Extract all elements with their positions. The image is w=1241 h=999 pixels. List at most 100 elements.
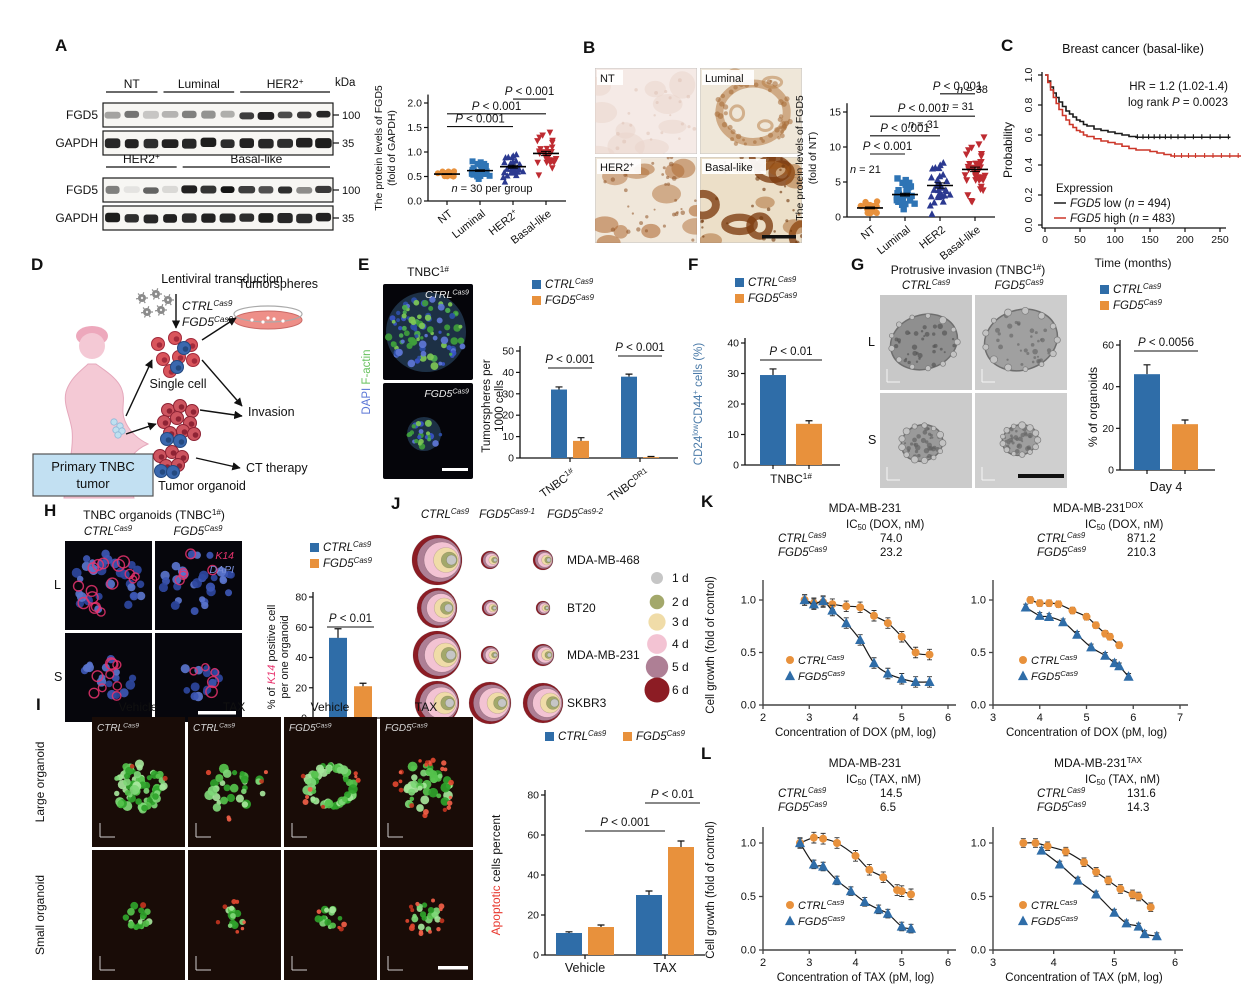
svg-text:6.5: 6.5 [880,802,896,814]
svg-text:Vehicle: Vehicle [565,961,605,975]
svg-text:CTRLCas9: CTRLCas9 [182,299,233,313]
svg-text:0.5: 0.5 [971,647,986,659]
svg-text:0.6: 0.6 [1023,128,1035,143]
panel-c-label: C [1001,36,1014,55]
svg-text:HR = 1.2 (1.02-1.4): HR = 1.2 (1.02-1.4) [1129,81,1228,93]
svg-text:HER2+: HER2+ [267,77,304,91]
svg-text:MDA-MB-468: MDA-MB-468 [567,553,640,567]
svg-text:Apoptotic cells percent: Apoptotic cells percent [489,814,503,935]
panel-i-organoid-images: Vehicle TAX Vehicle TAX CTRLCas9 CTRLCas9 FGD5… [33,700,473,980]
svg-text:P < 0.01: P < 0.01 [329,613,372,625]
svg-text:3: 3 [990,712,996,724]
svg-text:CTRLCas9: CTRLCas9 [778,786,827,800]
svg-text:5: 5 [835,177,841,189]
svg-text:Luminal: Luminal [178,77,220,91]
svg-text:CTRLCas9: CTRLCas9 [84,524,133,538]
svg-text:P < 0.001: P < 0.001 [863,141,913,153]
svg-text:2.0: 2.0 [407,98,422,110]
svg-text:0: 0 [835,212,841,224]
svg-text:n = 31: n = 31 [908,119,939,131]
svg-text:S: S [868,433,876,447]
svg-text:CTRLCas9: CTRLCas9 [778,531,827,545]
svg-text:TNBC1#: TNBC1# [407,265,449,279]
svg-text:IC50 (TAX, nM): IC50 (TAX, nM) [846,774,921,787]
svg-text:20: 20 [527,910,539,922]
svg-text:20: 20 [502,410,514,422]
svg-text:60: 60 [1102,340,1114,352]
panel-l-dose-chart-parental: MDA-MB-231 IC50 (TAX, nM) CTRLCas9 14.5 FGD5… [705,756,956,984]
svg-text:0.5: 0.5 [407,171,422,183]
svg-text:FGD5Cas9: FGD5Cas9 [778,800,828,814]
svg-text:Day 4: Day 4 [1150,480,1183,494]
svg-text:NT: NT [124,77,141,91]
svg-text:BT20: BT20 [567,601,596,615]
panel-j-label: J [391,494,401,513]
svg-text:FGD5Cas9: FGD5Cas9 [385,723,428,735]
svg-text:131.6: 131.6 [1127,788,1156,800]
svg-text:(fold of NT): (fold of NT) [807,132,819,185]
svg-text:0: 0 [508,453,514,465]
svg-text:Tumor organoid: Tumor organoid [158,479,246,493]
svg-text:0.0: 0.0 [741,945,756,957]
svg-text:14.3: 14.3 [1127,802,1149,814]
svg-text:10: 10 [502,431,514,443]
svg-text:Primary TNBC: Primary TNBC [51,459,135,474]
svg-text:40: 40 [502,367,514,379]
svg-text:per one organoid: per one organoid [279,615,291,698]
svg-text:S: S [54,670,62,684]
svg-text:CTRLCas9: CTRLCas9 [421,507,470,521]
panel-c-survival-chart: Breast cancer (basal-like) HR = 1.2 (1.02… [1001,42,1241,270]
svg-text:Cell growth (fold of control): Cell growth (fold of control) [705,576,717,714]
svg-text:TAX: TAX [415,700,437,714]
svg-text:CTRLCas9: CTRLCas9 [323,540,372,554]
svg-text:CTRLCas9: CTRLCas9 [545,277,594,291]
svg-text:CTRLCas9: CTRLCas9 [558,729,607,743]
svg-text:% of K14 positive cell: % of K14 positive cell [266,605,278,710]
svg-text:FGD5Cas9: FGD5Cas9 [289,723,332,735]
svg-text:Expression: Expression [1056,183,1113,195]
svg-text:FGD5: FGD5 [66,108,98,122]
svg-text:Vehicle: Vehicle [119,700,158,714]
svg-text:0: 0 [533,950,539,962]
svg-text:6: 6 [945,957,951,969]
svg-text:FGD5: FGD5 [66,183,98,197]
svg-text:DAPI: DAPI [209,564,234,576]
svg-text:P < 0.001: P < 0.001 [898,103,948,115]
svg-text:1.0: 1.0 [971,595,986,607]
svg-text:Concentration of TAX (pM, log): Concentration of TAX (pM, log) [777,972,935,984]
svg-text:35: 35 [342,138,354,150]
svg-text:30: 30 [727,368,739,380]
svg-text:HER2: HER2 [917,224,948,252]
svg-text:IC50 (DOX, nM): IC50 (DOX, nM) [846,519,925,532]
svg-text:15: 15 [829,107,841,119]
svg-text:CTRLCas9: CTRLCas9 [798,898,844,912]
panel-g-brightfield-images: Protrusive invasion (TNBC1#)CTRLCas9 FGD5… [868,263,1067,488]
panel-f-bar-chart: 0 10 20 30 40 P < 0.01 TNBC1# CTRLCas9 FGD5Cas9 C… [691,275,840,486]
svg-text:40: 40 [527,870,539,882]
svg-text:74.0: 74.0 [880,533,902,545]
svg-text:1.0: 1.0 [741,595,756,607]
svg-text:SKBR3: SKBR3 [567,696,607,710]
svg-text:Invasion: Invasion [248,405,295,419]
svg-text:HER2+: HER2+ [600,160,634,174]
svg-text:Breast cancer (basal-like): Breast cancer (basal-like) [1062,42,1204,56]
panel-l-label: L [701,744,712,763]
svg-text:CT therapy: CT therapy [246,461,308,475]
svg-text:FGD5Cas9: FGD5Cas9 [1031,669,1078,683]
svg-text:P < 0.001: P < 0.001 [933,81,983,93]
svg-text:CTRLCas9: CTRLCas9 [748,275,797,289]
svg-text:Basal-like: Basal-like [230,152,282,166]
svg-text:0: 0 [733,460,739,472]
svg-text:CTRLCas9: CTRLCas9 [1031,653,1077,667]
svg-text:2 d: 2 d [672,595,689,609]
svg-text:100: 100 [342,110,360,122]
svg-text:Luminal: Luminal [705,73,744,85]
svg-text:Concentration of DOX (pM, log): Concentration of DOX (pM, log) [1006,727,1167,739]
svg-text:0.5: 0.5 [741,891,756,903]
